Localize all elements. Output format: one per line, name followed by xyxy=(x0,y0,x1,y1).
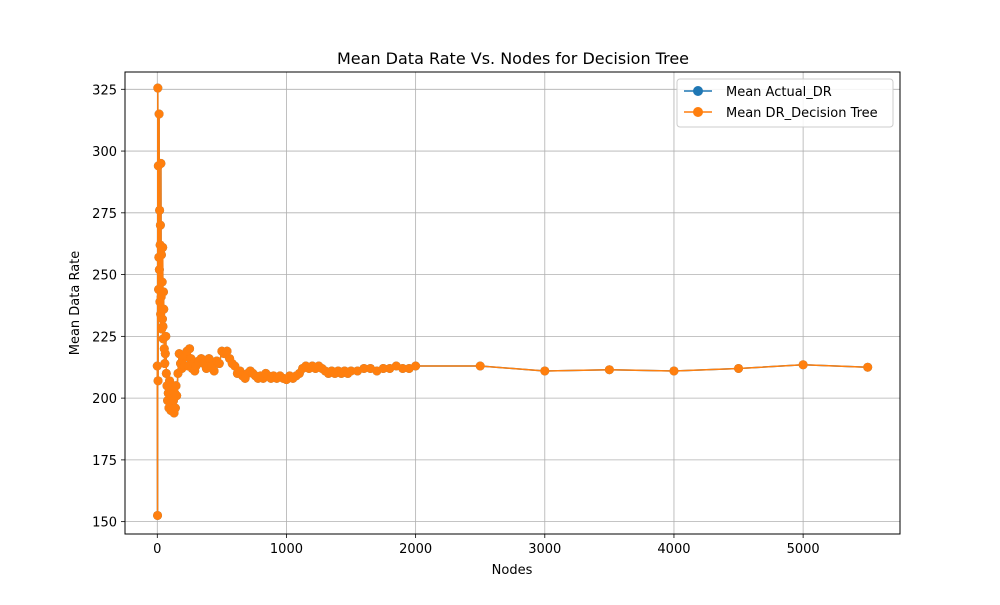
data-point-mean-dr-decision-tree xyxy=(604,365,614,375)
data-point-mean-dr-decision-tree xyxy=(156,158,166,168)
chart-title: Mean Data Rate Vs. Nodes for Decision Tr… xyxy=(337,49,689,68)
data-point-mean-dr-decision-tree xyxy=(734,363,744,373)
data-point-mean-dr-decision-tree xyxy=(158,321,168,331)
data-point-mean-dr-decision-tree xyxy=(359,363,369,373)
data-point-mean-dr-decision-tree xyxy=(222,346,232,356)
data-point-mean-dr-decision-tree xyxy=(798,360,808,370)
legend-label-mean-actual-dr: Mean Actual_DR xyxy=(726,85,832,100)
data-point-mean-dr-decision-tree xyxy=(475,361,485,371)
data-point-mean-dr-decision-tree xyxy=(157,314,167,324)
y-tick-label: 325 xyxy=(92,83,117,98)
data-point-mean-dr-decision-tree xyxy=(160,349,170,359)
y-tick-label: 275 xyxy=(92,207,117,222)
x-tick-label: 2000 xyxy=(399,542,432,557)
data-point-mean-dr-decision-tree xyxy=(411,361,421,371)
x-tick-label: 4000 xyxy=(657,542,690,557)
data-point-mean-dr-decision-tree xyxy=(152,361,162,371)
data-point-mean-dr-decision-tree xyxy=(170,403,180,413)
series-mean-dr-decision-tree xyxy=(152,83,873,520)
data-point-mean-dr-decision-tree xyxy=(540,366,550,376)
data-point-mean-dr-decision-tree xyxy=(209,366,219,376)
data-point-mean-dr-decision-tree xyxy=(204,354,214,364)
series-layer xyxy=(152,83,873,520)
data-point-mean-dr-decision-tree xyxy=(158,287,168,297)
data-point-mean-dr-decision-tree xyxy=(154,109,164,119)
x-axis-label: Nodes xyxy=(492,563,533,578)
data-point-mean-dr-decision-tree xyxy=(155,220,165,230)
legend-box xyxy=(676,78,894,128)
y-tick-label: 250 xyxy=(92,269,117,284)
data-point-mean-dr-decision-tree xyxy=(172,391,182,401)
data-point-mean-dr-decision-tree xyxy=(157,277,167,287)
x-tick-label: 3000 xyxy=(528,542,561,557)
data-point-mean-dr-decision-tree xyxy=(155,205,165,215)
data-point-mean-dr-decision-tree xyxy=(158,242,168,252)
data-point-mean-dr-decision-tree xyxy=(153,83,163,93)
x-tick-label: 1000 xyxy=(270,542,303,557)
plot-frame xyxy=(124,71,901,535)
data-point-mean-dr-decision-tree xyxy=(154,265,164,275)
data-point-mean-dr-decision-tree xyxy=(863,362,873,372)
data-point-mean-dr-decision-tree xyxy=(159,304,169,314)
data-point-mean-dr-decision-tree xyxy=(153,376,163,386)
grid xyxy=(125,72,900,534)
data-point-mean-dr-decision-tree xyxy=(214,359,224,369)
data-point-mean-dr-decision-tree xyxy=(346,366,356,376)
y-tick-label: 175 xyxy=(92,454,117,469)
y-tick-label: 225 xyxy=(92,330,117,345)
x-tick-label: 0 xyxy=(153,542,161,557)
data-point-mean-dr-decision-tree xyxy=(378,363,388,373)
data-point-mean-dr-decision-tree xyxy=(669,366,679,376)
data-point-mean-dr-decision-tree xyxy=(161,368,171,378)
legend-marker-mean-dr-decision-tree xyxy=(693,107,703,117)
axes: 0 1000 2000 3000 4000 5000 150 175 200 225 250 275 3… xyxy=(92,83,820,557)
y-tick-label: 150 xyxy=(92,516,117,531)
data-point-mean-dr-decision-tree xyxy=(160,359,170,369)
data-point-mean-dr-decision-tree xyxy=(398,363,408,373)
y-axis-label: Mean Data Rate xyxy=(68,251,83,356)
legend: Mean Actual_DR Mean DR_Decision Tree xyxy=(676,78,894,128)
legend-label-mean-dr-decision-tree: Mean DR_Decision Tree xyxy=(726,106,878,121)
y-tick-label: 300 xyxy=(92,145,117,160)
data-point-mean-dr-decision-tree xyxy=(161,331,171,341)
data-point-mean-dr-decision-tree xyxy=(156,250,166,260)
data-point-mean-dr-decision-tree xyxy=(171,381,181,391)
data-point-mean-dr-decision-tree xyxy=(153,510,163,520)
y-tick-label: 200 xyxy=(92,392,117,407)
data-point-mean-dr-decision-tree xyxy=(185,344,195,354)
x-tick-label: 5000 xyxy=(787,542,820,557)
legend-marker-mean-actual-dr xyxy=(693,86,703,96)
